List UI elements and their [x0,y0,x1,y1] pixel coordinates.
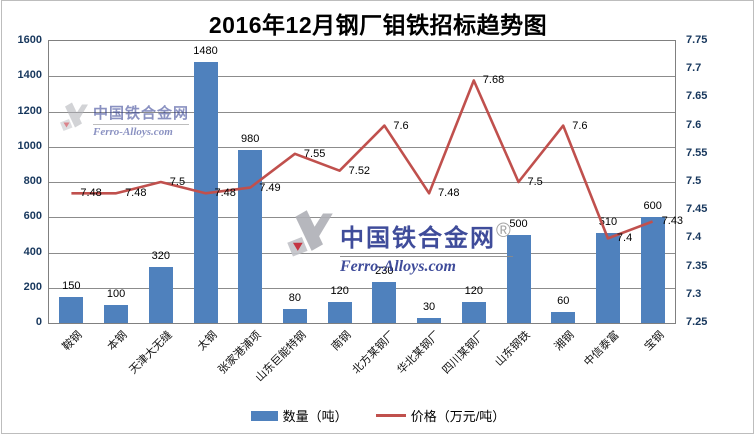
right-axis-tick-label: 7.55 [686,146,708,159]
bar [595,233,620,323]
gridline [49,287,675,289]
plot-area: 150 100 320 1480 980 80 120 230 30 120 500 60 510 600… [48,40,683,324]
right-axis-tick-label: 7.25 [686,316,708,328]
line-value-label: 7.48 [214,187,236,200]
line-value-label: 7.52 [348,164,371,177]
bar-value-label: 120 [464,284,483,297]
bar-value-label: 80 [288,291,302,304]
bar-value-label: 600 [643,200,662,213]
bar-value-label: 120 [330,284,349,297]
bar [148,266,173,323]
right-axis-tick-label: 7.7 [686,62,702,75]
gridline [49,252,675,254]
price-line-series [71,79,654,240]
gridline [49,111,675,113]
bar-value-label: 230 [375,265,394,278]
line-value-label: 7.5 [169,176,186,188]
bar [551,312,576,323]
left-axis-tick-label: 0 [35,316,42,328]
line-value-label: 7.68 [482,74,505,87]
right-axis-tick-label: 7.6 [686,118,702,131]
bar-value-label: 100 [106,288,126,301]
right-axis-tick-label: 7.75 [686,34,708,46]
right-axis-tick-label: 7.5 [686,175,702,187]
bar [461,301,486,323]
right-axis-tick-label: 7.4 [686,231,702,244]
bar [59,296,84,323]
left-axis-tick-label: 1600 [17,34,42,46]
bar-value-label: 500 [509,217,528,230]
left-axis-tick-label: 1400 [17,69,42,82]
legend-line-label: 价格（万元/吨） [410,409,506,424]
bar-value-label: 980 [241,133,260,146]
line-value-label: 7.43 [661,215,684,228]
right-axis-tick-label: 7.45 [686,203,708,216]
bar-value-label: 60 [557,295,570,308]
gridline [49,182,675,183]
left-axis-tick-label: 600 [23,210,42,223]
line-value-label: 7.55 [303,147,326,160]
left-axis-tick-label: 1000 [17,139,42,152]
left-axis-tick-label: 1200 [17,104,42,117]
bar-value-label: 320 [151,249,170,262]
line-value-label: 7.6 [572,119,588,132]
legend-item-quantity: 数量（吨） [250,406,348,425]
chart-title: 2016年12月钢厂钼铁招标趋势图 [208,12,548,38]
legend-line-swatch-icon [375,414,406,417]
right-axis-tick-label: 7.3 [686,287,702,300]
line-value-label: 7.6 [393,119,409,132]
bar [506,234,531,323]
bar-value-label: 1480 [193,45,218,58]
legend-item-price: 价格（万元/吨） [375,406,506,425]
line-value-label: 7.48 [125,187,147,200]
right-axis-tick-label: 7.35 [686,259,708,272]
line-value-label: 7.49 [259,181,281,194]
bar [238,150,263,323]
bar [104,305,129,323]
line-value-label: 7.5 [527,176,543,188]
legend-bar-label: 数量（吨） [282,409,348,424]
gridline [49,217,675,219]
right-axis-tick-label: 7.65 [686,90,708,103]
bar-value-label: 30 [422,300,436,313]
line-value-label: 7.4 [616,232,633,245]
gridline [49,76,675,78]
bar [372,282,397,323]
left-axis-tick-label: 200 [23,280,42,293]
left-axis-tick-label: 400 [23,245,42,258]
left-axis-tick-label: 800 [23,175,42,187]
line-value-label: 7.48 [438,187,460,200]
bar [640,217,665,323]
bar [327,301,352,323]
bar [417,317,442,323]
line-value-label: 7.48 [80,187,102,200]
legend-bar-swatch-icon [250,410,278,421]
bar [282,308,307,323]
bar-value-label: 150 [62,279,81,292]
chart-legend: 数量（吨） 价格（万元/吨） [0,406,756,425]
